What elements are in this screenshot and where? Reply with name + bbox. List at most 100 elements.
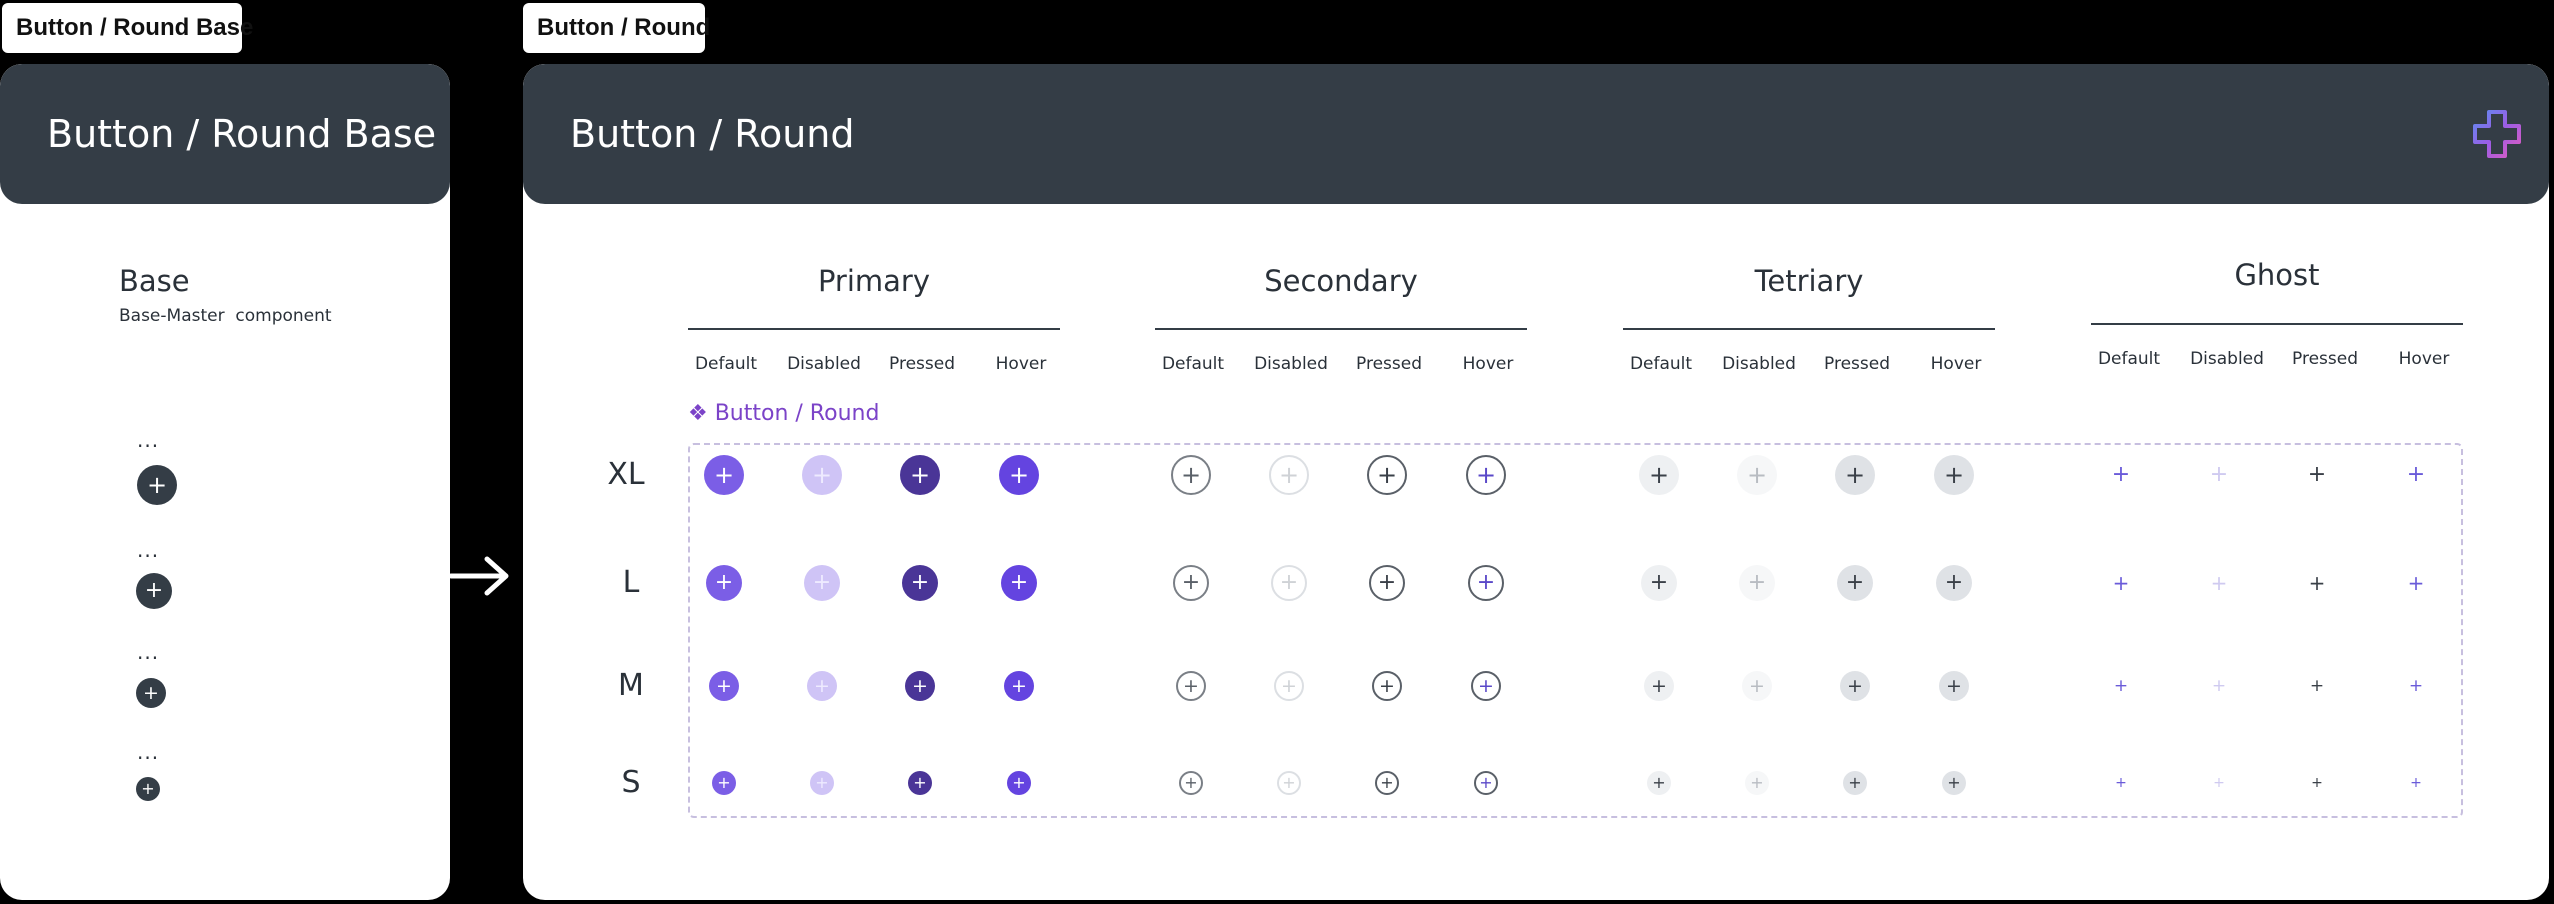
round-button-primary-disabled-m[interactable]: + [807, 671, 837, 701]
round-button-tertiary-pressed-m[interactable]: + [1840, 671, 1870, 701]
round-button-secondary-pressed-xl[interactable]: + [1367, 455, 1407, 495]
round-button-primary-default-l[interactable]: + [706, 565, 742, 601]
round-button-ghost-disabled-xl[interactable]: + [2199, 455, 2239, 495]
round-button-ghost-hover-m[interactable]: + [2401, 671, 2431, 701]
round-button-tertiary-hover-l[interactable]: + [1936, 565, 1972, 601]
round-button-secondary-default-xl[interactable]: + [1171, 455, 1211, 495]
round-button-primary-hover-s[interactable]: + [1007, 771, 1031, 795]
round-button-tertiary-default-l[interactable]: + [1641, 565, 1677, 601]
round-button-secondary-default-m[interactable]: + [1176, 671, 1206, 701]
round-button-tertiary-pressed-xl[interactable]: + [1835, 455, 1875, 495]
round-button-ghost-pressed-xl[interactable]: + [2297, 455, 2337, 495]
round-button-secondary-disabled-s[interactable]: + [1277, 771, 1301, 795]
base-frame-tag[interactable]: Button / Round Base [2, 3, 253, 53]
plus-icon: + [1379, 674, 1395, 697]
round-button-tertiary-hover-xl[interactable]: + [1934, 455, 1974, 495]
round-button-ghost-default-s[interactable]: + [2109, 771, 2133, 795]
round-button-ghost-pressed-l[interactable]: + [2299, 565, 2335, 601]
round-button-primary-pressed-l[interactable]: + [902, 565, 938, 601]
round-button-tertiary-disabled-l[interactable]: + [1739, 565, 1775, 601]
round-button-secondary-hover-xl[interactable]: + [1466, 455, 1506, 495]
plus-icon: + [2111, 462, 2131, 487]
plus-icon: + [1281, 674, 1297, 697]
round-button-ghost-default-l[interactable]: + [2103, 565, 2139, 601]
round-button-primary-disabled-l[interactable]: + [804, 565, 840, 601]
base-button-l[interactable]: + [136, 573, 172, 609]
plus-icon: + [1749, 674, 1765, 697]
round-button-ghost-pressed-m[interactable]: + [2302, 671, 2332, 701]
base-button-m[interactable]: + [136, 678, 166, 708]
plus-icon: + [1943, 461, 1965, 489]
round-button-ghost-hover-s[interactable]: + [2404, 771, 2428, 795]
round-button-primary-hover-m[interactable]: + [1004, 671, 1034, 701]
round-button-tertiary-disabled-s[interactable]: + [1745, 771, 1769, 795]
round-button-ghost-disabled-s[interactable]: + [2207, 771, 2231, 795]
round-button-ghost-disabled-l[interactable]: + [2201, 565, 2237, 601]
base-frame-title: Button / Round Base [47, 112, 437, 156]
plus-icon: + [1750, 773, 1764, 792]
plus-icon: + [143, 681, 159, 704]
plus-icon: + [1184, 773, 1198, 792]
round-button-primary-pressed-s[interactable]: + [908, 771, 932, 795]
plus-icon: + [146, 471, 168, 499]
round-button-secondary-disabled-xl[interactable]: + [1269, 455, 1309, 495]
round-button-secondary-hover-l[interactable]: + [1468, 565, 1504, 601]
round-button-primary-hover-xl[interactable]: + [999, 455, 1039, 495]
round-button-secondary-pressed-s[interactable]: + [1375, 771, 1399, 795]
round-frame: Button / Round ❖ Button / Round Primary D… [523, 64, 2549, 900]
round-button-tertiary-pressed-l[interactable]: + [1837, 565, 1873, 601]
round-button-ghost-pressed-s[interactable]: + [2305, 771, 2329, 795]
group-title-text: Tetriary [1754, 264, 1864, 298]
base-button-xl[interactable]: + [137, 465, 177, 505]
round-button-primary-hover-l[interactable]: + [1001, 565, 1037, 601]
plus-icon: + [1946, 674, 1962, 697]
round-button-tertiary-default-s[interactable]: + [1647, 771, 1671, 795]
state-label-hover: Hover [2398, 349, 2450, 369]
round-button-ghost-default-xl[interactable]: + [2101, 455, 2141, 495]
plus-icon: + [716, 674, 732, 697]
round-button-ghost-hover-l[interactable]: + [2398, 565, 2434, 601]
base-button-s[interactable]: + [136, 777, 160, 801]
round-button-secondary-default-l[interactable]: + [1173, 565, 1209, 601]
plus-icon: + [1746, 461, 1768, 489]
round-button-secondary-disabled-l[interactable]: + [1271, 565, 1307, 601]
plus-icon: + [909, 461, 931, 489]
round-button-tertiary-hover-s[interactable]: + [1942, 771, 1966, 795]
round-button-secondary-hover-m[interactable]: + [1471, 671, 1501, 701]
plus-icon: + [2311, 775, 2323, 791]
plus-icon: + [1183, 674, 1199, 697]
state-label-default: Default [2097, 349, 2161, 369]
plus-icon: + [2112, 571, 2130, 595]
plus-logo-icon [2473, 110, 2521, 158]
round-button-tertiary-disabled-m[interactable]: + [1742, 671, 1772, 701]
round-button-secondary-disabled-m[interactable]: + [1274, 671, 1304, 701]
round-button-primary-pressed-m[interactable]: + [905, 671, 935, 701]
plus-icon: + [2210, 571, 2228, 595]
group-divider [2091, 323, 2463, 325]
round-button-ghost-hover-xl[interactable]: + [2396, 455, 2436, 495]
plus-icon: + [814, 674, 830, 697]
round-button-tertiary-disabled-xl[interactable]: + [1737, 455, 1777, 495]
round-button-tertiary-hover-m[interactable]: + [1939, 671, 1969, 701]
round-frame-tag[interactable]: Button / Round [523, 3, 710, 53]
round-button-primary-default-xl[interactable]: + [704, 455, 744, 495]
plus-icon: + [910, 570, 930, 595]
round-button-secondary-pressed-m[interactable]: + [1372, 671, 1402, 701]
round-button-ghost-disabled-m[interactable]: + [2204, 671, 2234, 701]
round-button-primary-disabled-xl[interactable]: + [802, 455, 842, 495]
round-button-secondary-hover-s[interactable]: + [1474, 771, 1498, 795]
round-button-primary-pressed-xl[interactable]: + [900, 455, 940, 495]
round-button-primary-default-m[interactable]: + [709, 671, 739, 701]
plus-icon: + [1649, 570, 1669, 595]
round-button-tertiary-default-m[interactable]: + [1644, 671, 1674, 701]
round-button-primary-default-s[interactable]: + [712, 771, 736, 795]
round-button-primary-disabled-s[interactable]: + [810, 771, 834, 795]
round-button-secondary-default-s[interactable]: + [1179, 771, 1203, 795]
round-button-tertiary-pressed-s[interactable]: + [1843, 771, 1867, 795]
state-label-hover: Hover [995, 354, 1047, 374]
state-label-default: Default [1629, 354, 1693, 374]
round-button-ghost-default-m[interactable]: + [2106, 671, 2136, 701]
round-button-tertiary-default-xl[interactable]: + [1639, 455, 1679, 495]
plus-icon: + [2308, 571, 2326, 595]
round-button-secondary-pressed-l[interactable]: + [1369, 565, 1405, 601]
